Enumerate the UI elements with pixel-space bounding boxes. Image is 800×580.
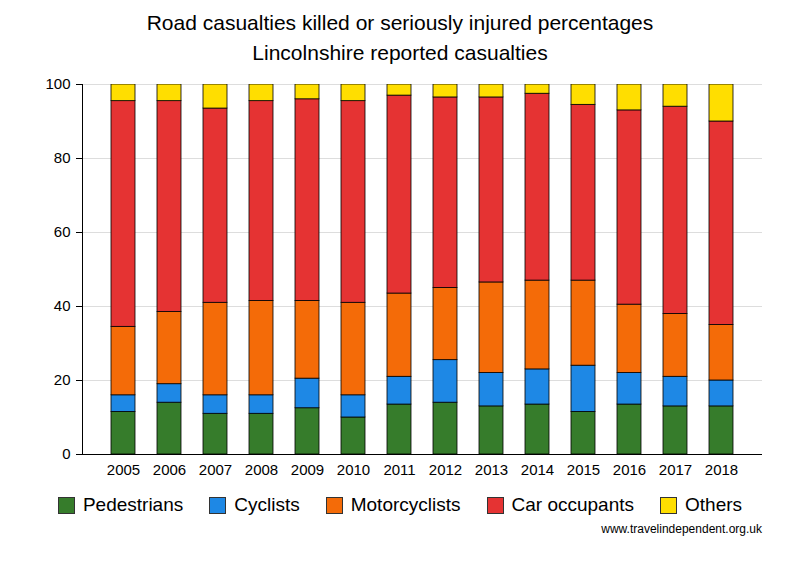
svg-text:2014: 2014 [521,461,554,478]
html-text:Pedestrians: Pedestrians [82,494,184,515]
html-text:Cyclists: Cyclists [234,494,300,515]
html-text:www.travelindependent.org.uk: www.travelindependent.org.uk [601,522,762,536]
svg-text:20: 20 [54,371,71,388]
svg-text:2012: 2012 [429,461,462,478]
html-text:Road casualties killed or seri: Road casualties killed or seriously inju… [146,11,654,34]
html-text:Others: Others [685,494,743,515]
svg-text:60: 60 [54,223,71,240]
svg-text:2007: 2007 [199,461,232,478]
svg-text:2005: 2005 [107,461,140,478]
html-text:Car occupants: Car occupants [511,494,634,515]
svg-text:80: 80 [54,149,71,166]
svg-text:0: 0 [62,445,70,462]
svg-text:2009: 2009 [291,461,324,478]
svg-text:40: 40 [54,297,71,314]
svg-text:2013: 2013 [475,461,508,478]
svg-text:100: 100 [45,75,70,92]
svg-text:2010: 2010 [337,461,370,478]
svg-text:2016: 2016 [613,461,646,478]
svg-text:2018: 2018 [705,461,738,478]
svg-text:2011: 2011 [383,461,415,478]
html-text:Lincolnshire reported casualti: Lincolnshire reported casualties [252,41,548,64]
svg-text:2017: 2017 [659,461,692,478]
svg-text:2008: 2008 [245,461,278,478]
html-text:Motorcyclists: Motorcyclists [350,494,461,515]
svg-text:2006: 2006 [153,461,186,478]
svg-text:2015: 2015 [567,461,600,478]
